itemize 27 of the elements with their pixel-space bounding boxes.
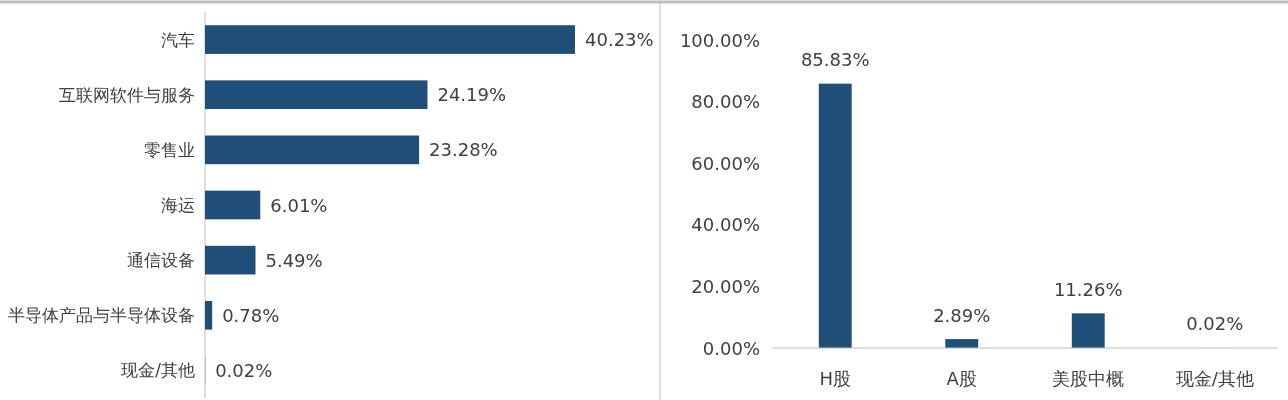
y-tick-label: 40.00% xyxy=(691,214,760,236)
y-tick-label: 互联网软件与服务 xyxy=(59,84,195,105)
y-tick-label: 海运 xyxy=(161,195,195,215)
y-tick-label: 60.00% xyxy=(691,152,760,174)
x-tick-label: 现金/其他 xyxy=(1175,367,1254,389)
data-label: 6.01% xyxy=(270,194,328,216)
x-tick-label: A股 xyxy=(946,367,977,389)
y-tick-label: 100.00% xyxy=(679,29,760,51)
data-label: 0.78% xyxy=(222,304,280,326)
y-tick-label: 零售业 xyxy=(144,139,195,160)
data-label: 5.49% xyxy=(265,249,323,271)
y-tick-label: 20.00% xyxy=(691,275,760,297)
data-label: 23.28% xyxy=(429,139,498,161)
data-label: 40.23% xyxy=(585,29,654,51)
y-tick-label: 汽车 xyxy=(161,29,195,50)
data-label: 85.83% xyxy=(800,49,870,71)
y-tick-label: 0.00% xyxy=(702,337,760,359)
y-tick-label: 80.00% xyxy=(691,91,760,113)
y-tick-label: 半导体产品与半导体设备 xyxy=(8,305,195,326)
data-label: 0.02% xyxy=(215,359,273,381)
data-label: 2.89% xyxy=(933,304,991,326)
y-tick-label: 通信设备 xyxy=(127,250,195,271)
data-label: 11.26% xyxy=(1053,278,1123,300)
data-label: 0.02% xyxy=(1186,313,1244,335)
data-label: 24.19% xyxy=(437,84,507,106)
x-tick-label: 美股中概 xyxy=(1052,367,1125,389)
x-tick-label: H股 xyxy=(819,367,852,389)
